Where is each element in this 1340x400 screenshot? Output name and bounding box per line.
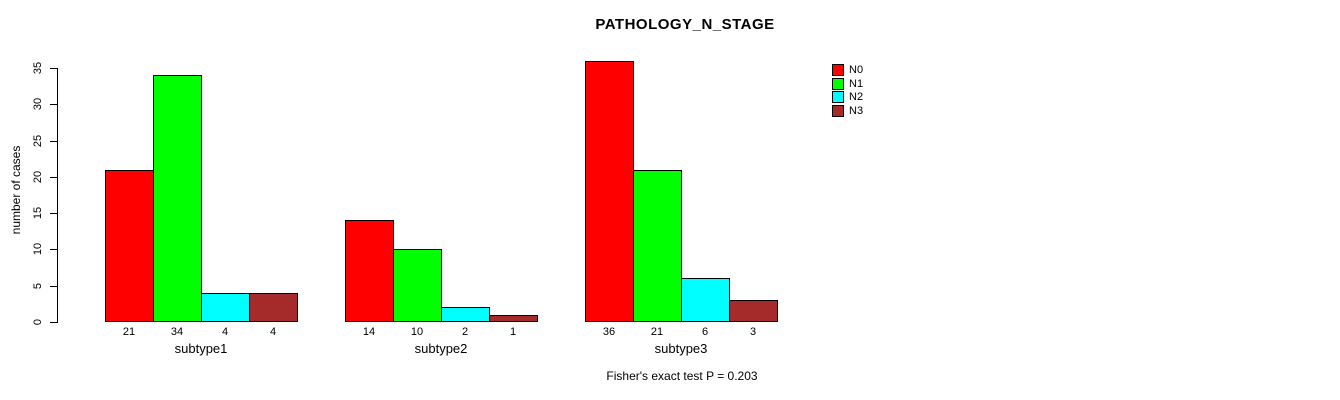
category-label-subtype2: subtype2	[414, 341, 468, 356]
y-tick-label: 25	[32, 134, 44, 148]
bar-N1-subtype2	[393, 249, 442, 322]
y-tick	[50, 68, 58, 69]
legend-swatch-N2	[832, 91, 844, 103]
legend-swatch-N0	[832, 64, 844, 76]
bar-N2-subtype3	[681, 278, 730, 322]
y-tick-label: 15	[32, 206, 44, 220]
bar-value-label: 36	[602, 326, 616, 338]
bar-N3-subtype2	[489, 315, 538, 322]
y-tick-label: 0	[32, 318, 44, 326]
y-tick	[50, 213, 58, 214]
bar-N3-subtype1	[249, 293, 298, 322]
bar-value-label: 21	[122, 326, 136, 338]
bar-value-label: 14	[362, 326, 376, 338]
bar-N2-subtype1	[201, 293, 250, 322]
bar-N1-subtype1	[153, 75, 202, 322]
category-label-subtype3: subtype3	[654, 341, 708, 356]
legend-label: N3	[849, 105, 864, 117]
bar-N3-subtype3	[729, 300, 778, 322]
legend-swatch-N1	[832, 78, 844, 90]
bar-value-label: 3	[749, 326, 757, 338]
legend-label: N2	[849, 91, 864, 103]
y-axis-line	[57, 68, 58, 323]
y-tick	[50, 141, 58, 142]
y-tick	[50, 249, 58, 250]
y-tick-label: 5	[32, 282, 44, 290]
y-tick-label: 30	[32, 97, 44, 111]
y-tick-label: 20	[32, 170, 44, 184]
y-tick	[50, 322, 58, 323]
legend-label: N0	[849, 64, 864, 76]
bar-value-label: 21	[650, 326, 664, 338]
bar-value-label: 10	[410, 326, 424, 338]
bar-N0-subtype2	[345, 220, 394, 322]
fisher-test-annotation: Fisher's exact test P = 0.203	[606, 369, 758, 383]
bar-value-label: 6	[701, 326, 709, 338]
bar-value-label: 2	[461, 326, 469, 338]
bar-N0-subtype3	[585, 61, 634, 322]
bar-N2-subtype2	[441, 307, 490, 322]
legend-label: N1	[849, 78, 864, 90]
chart-title: PATHOLOGY_N_STAGE	[595, 16, 775, 33]
y-tick	[50, 104, 58, 105]
bar-value-label: 4	[221, 326, 229, 338]
y-tick	[50, 177, 58, 178]
legend-swatch-N3	[832, 105, 844, 117]
y-tick-label: 10	[32, 242, 44, 256]
bar-N0-subtype1	[105, 170, 154, 322]
bar-value-label: 4	[269, 326, 277, 338]
y-axis-label: number of cases	[9, 145, 23, 235]
y-tick-label: 35	[32, 61, 44, 75]
category-label-subtype1: subtype1	[174, 341, 228, 356]
bar-value-label: 1	[509, 326, 517, 338]
y-tick	[50, 286, 58, 287]
bar-value-label: 34	[170, 326, 184, 338]
bar-N1-subtype3	[633, 170, 682, 322]
